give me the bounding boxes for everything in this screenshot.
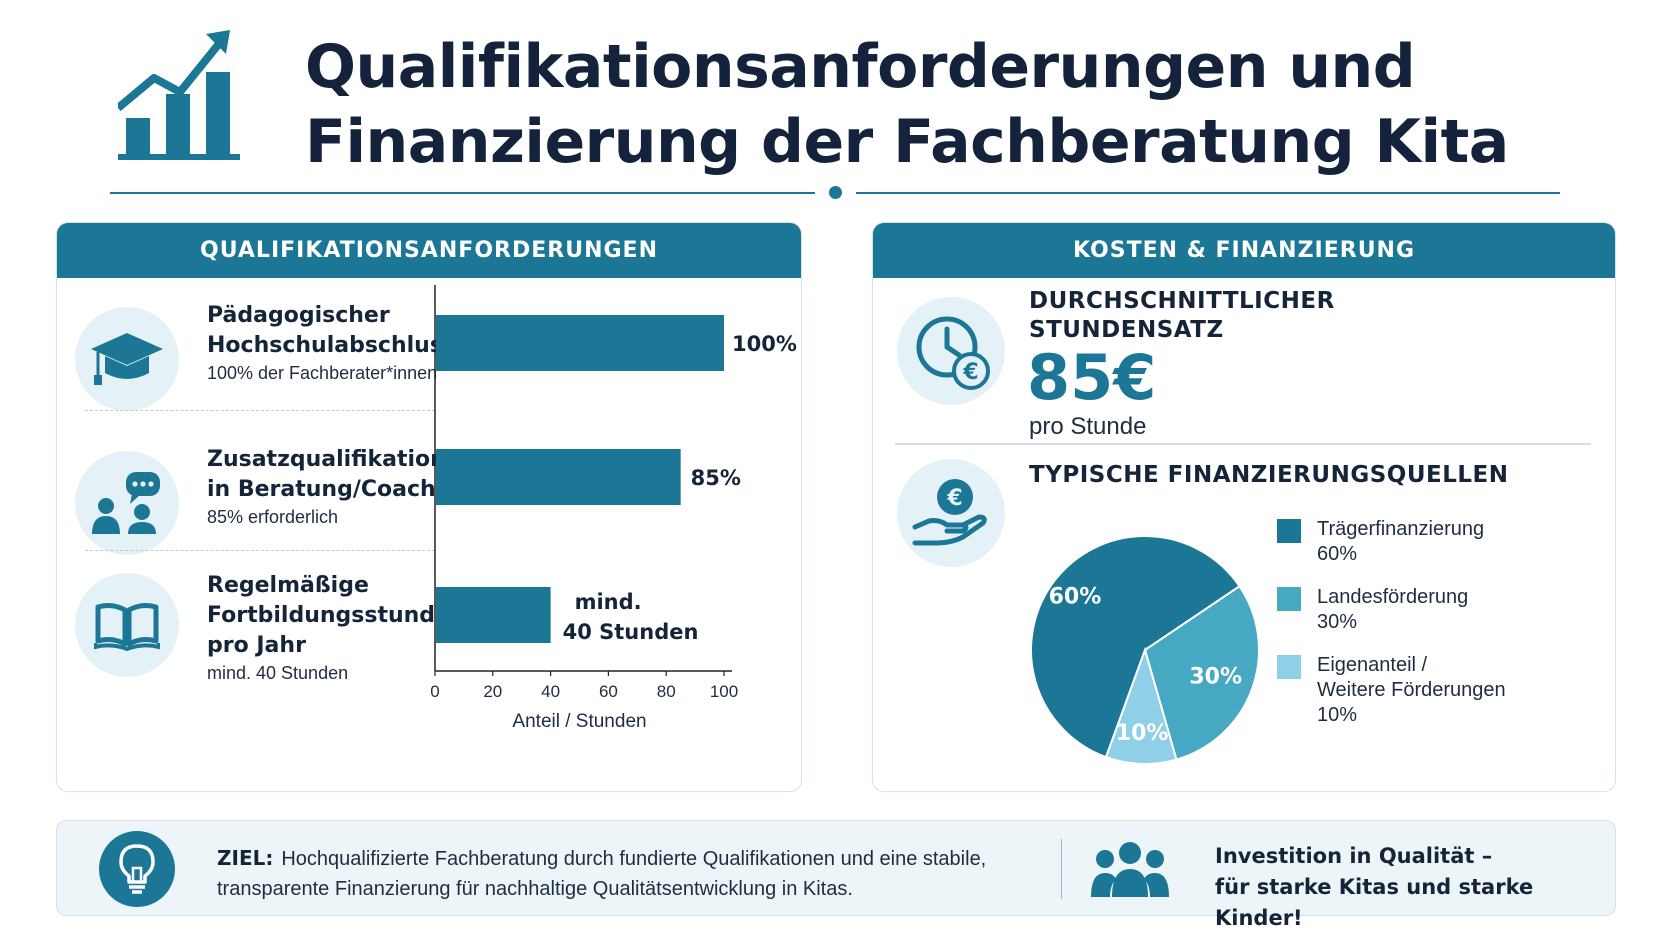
claim-line-1: Investition in Qualität –: [1215, 844, 1493, 868]
legend-label-3-line-2: Weitere Förderungen: [1317, 679, 1506, 701]
bar-2: [436, 449, 681, 505]
coaching-people-icon: [75, 451, 179, 555]
qualification-title-3-line-1: Regelmäßige: [207, 573, 369, 598]
lightbulb-icon: [99, 831, 175, 907]
growth-chart-icon: [118, 30, 240, 160]
legend-value-3: 10%: [1317, 704, 1358, 726]
qualification-title-2: Zusatzqualifikation in Beratung/Coaching: [207, 445, 475, 505]
title-divider-right: [856, 192, 1560, 194]
title-line-2: Finanzierung der Fachberatung Kita: [305, 107, 1509, 177]
qualification-panel: Qualifikationsanforderungen Pädagogische…: [56, 222, 802, 792]
hourly-rate-value: 85€: [1027, 341, 1157, 414]
qualification-divider-2: [85, 550, 435, 551]
hourly-rate-label-line-1: DURCHSCHNITTLICHER: [1029, 288, 1335, 314]
qualification-title-1-line-1: Pädagogischer: [207, 303, 390, 328]
legend-text-2: Landesförderung 30%: [1317, 585, 1468, 635]
title-divider-dot: [829, 186, 842, 199]
qualification-subtitle-1: 100% der Fachberater*innen: [207, 363, 438, 383]
legend-value-2: 30%: [1317, 611, 1358, 633]
qualification-title-2-line-2: in Beratung/Coaching: [207, 477, 475, 502]
legend-label-1-line-1: Trägerfinanzierung: [1317, 518, 1485, 540]
qualification-panel-heading: Qualifikationsanforderungen: [57, 223, 801, 278]
funding-sources-label: TYPISCHE FINANZIERUNGSQUELLEN: [1029, 462, 1509, 488]
svg-text:€: €: [946, 486, 962, 511]
legend-text-1: Trägerfinanzierung 60%: [1317, 517, 1484, 567]
qualification-subtitle-2: 85% erforderlich: [207, 507, 339, 527]
legend-value-1: 60%: [1317, 543, 1358, 565]
graduation-cap-icon: [75, 307, 179, 411]
x-tick-label-20: 20: [483, 682, 502, 701]
x-tick-label-60: 60: [599, 682, 618, 701]
legend-item-eigenanteil: Eigenanteil / Weitere Förderungen 10%: [1277, 653, 1506, 728]
qualification-title-3-line-3: pro Jahr: [207, 633, 306, 658]
legend-swatch-1: [1277, 519, 1301, 543]
pie-label-2: 30%: [1189, 665, 1242, 690]
team-icon: [1091, 842, 1169, 897]
footer-claim: Investition in Qualität – für starke Kit…: [1215, 841, 1615, 934]
qualification-title-3-line-2: Fortbildungsstunden: [207, 603, 466, 628]
legend-label-3-line-1: Eigenanteil /: [1317, 654, 1428, 676]
open-book-icon: [75, 573, 179, 677]
title-line-1: Qualifikationsanforderungen und: [305, 32, 1416, 102]
claim-line-2: für starke Kitas und starke Kinder!: [1215, 875, 1534, 930]
pie-label-3: 10%: [1116, 721, 1169, 746]
pie-slice-eigenanteil: [1104, 646, 1178, 765]
x-tick-label-100: 100: [710, 682, 738, 701]
clock-euro-icon: €: [897, 297, 1005, 405]
goal-footer: ZIEL: Hochqualifizierte Fachberatung durc…: [56, 820, 1616, 930]
legend-label-2-line-1: Landesförderung: [1317, 586, 1469, 608]
qualification-title-1: Pädagogischer Hochschulabschluss: [207, 301, 456, 361]
legend-item-traegerfinanzierung: Trägerfinanzierung 60%: [1277, 517, 1484, 567]
qualification-bar-chart: 100% 85% mind. 40 Stunden 0 20 40 60 80 100 Anteil…: [430, 285, 797, 732]
funding-pie-chart: 60% 30% 10%: [1030, 535, 1260, 765]
hand-euro-icon: €: [897, 459, 1005, 567]
svg-text:€: €: [962, 360, 978, 385]
hourly-rate-label-line-2: STUNDENSATZ: [1029, 317, 1224, 343]
cost-panel: Kosten & Finanzierung € DURCHSCHNITTLICH…: [872, 222, 1616, 792]
bar-label-2: 85%: [691, 466, 741, 490]
title-divider-left: [110, 192, 815, 194]
qualification-title-3: Regelmäßige Fortbildungsstunden pro Jahr: [207, 571, 466, 661]
x-tick-label-0: 0: [430, 682, 439, 701]
legend-swatch-3: [1277, 655, 1301, 679]
legend-swatch-2: [1277, 587, 1301, 611]
cost-panel-heading: Kosten & Finanzierung: [873, 223, 1615, 278]
hourly-rate-label: DURCHSCHNITTLICHER STUNDENSATZ: [1029, 287, 1335, 345]
qualification-divider-1: [85, 410, 435, 411]
legend-item-landesfoerderung: Landesförderung 30%: [1277, 585, 1468, 635]
footer-divider: [1061, 839, 1062, 899]
bar-3: [436, 587, 551, 643]
bar-label-1: 100%: [732, 332, 797, 356]
x-tick-label-40: 40: [541, 682, 560, 701]
qualification-title-1-line-2: Hochschulabschluss: [207, 333, 457, 358]
pie-label-1: 60%: [1049, 584, 1102, 609]
qualification-subtitle-3: mind. 40 Stunden: [207, 663, 349, 683]
pie-slice-landesfoerderung: [1143, 584, 1260, 761]
qualification-title-2-line-1: Zusatzqualifikation: [207, 447, 446, 472]
cost-divider: [895, 443, 1591, 445]
bar-1: [436, 315, 724, 371]
goal-description: Hochqualifizierte Fachberatung durch fun…: [217, 848, 987, 900]
x-tick-label-80: 80: [657, 682, 676, 701]
x-axis-label: Anteil / Stunden: [512, 711, 646, 732]
goal-label: ZIEL:: [217, 846, 274, 870]
page-title: Qualifikationsanforderungen und Finanzie…: [305, 30, 1635, 180]
legend-text-3: Eigenanteil / Weitere Förderungen 10%: [1317, 653, 1506, 728]
pie-slice-traegerfinanzierung: [1030, 535, 1241, 759]
bar-label-3: mind. 40 Stunden: [563, 590, 699, 644]
goal-text: ZIEL: Hochqualifizierte Fachberatung durc…: [217, 843, 1037, 904]
hourly-rate-unit: pro Stunde: [1029, 413, 1147, 440]
